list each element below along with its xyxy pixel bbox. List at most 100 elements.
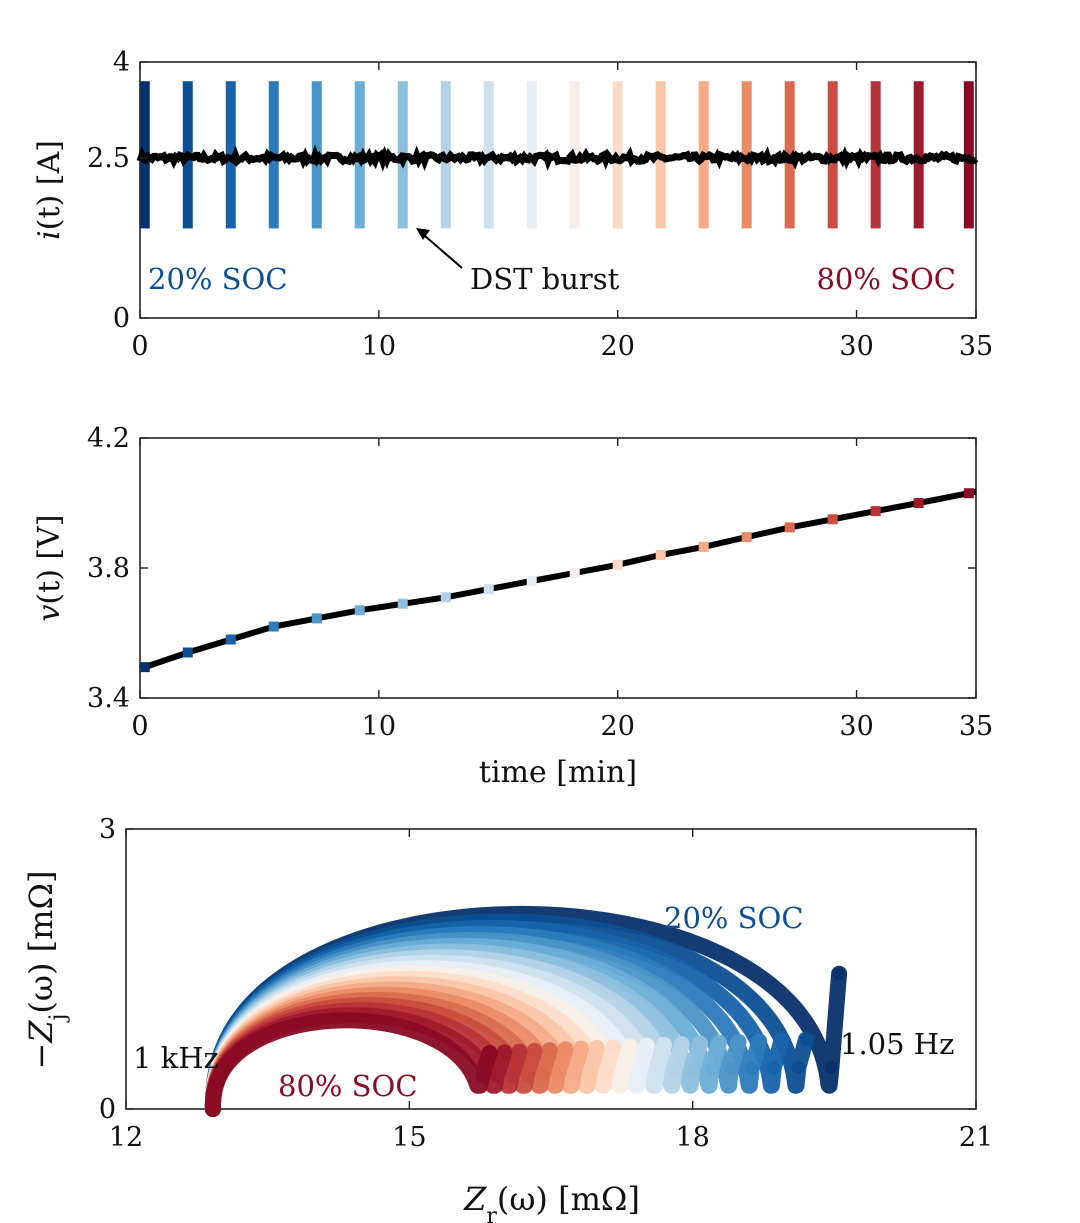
voltage-marker — [440, 592, 451, 603]
y-tick-label: 4.2 — [87, 423, 130, 454]
impedance-annotation-top: 20% SOC — [664, 901, 804, 935]
nyquist-tail-point — [583, 1066, 597, 1080]
voltage-marker — [268, 621, 279, 632]
nyquist-tail-point — [667, 1063, 681, 1077]
current-trace — [136, 144, 979, 172]
nyquist-tail-point — [767, 1061, 781, 1075]
impedance-ylabel: −Zj(ω) [mΩ] — [22, 871, 71, 1070]
x-tick-label: 21 — [959, 1122, 993, 1153]
x-tick-label: 35 — [959, 711, 993, 742]
impedance-panel: 12 15 18 21 0 3 20% SOC 80% SOC 1 kHz 1.05 Hz… — [22, 814, 993, 1223]
current-annotation-left: 20% SOC — [148, 262, 288, 296]
current-ylabel: i(t) [A] — [32, 140, 67, 240]
current-panel: 0 10 20 30 35 0 2.5 4 20% SOC 80% SOC DST burst… — [32, 47, 993, 362]
x-tick-label: 15 — [392, 1122, 426, 1153]
nyquist-tail-point — [632, 1064, 646, 1078]
x-tick-label: 30 — [839, 331, 873, 362]
y-tick-label: 4 — [113, 47, 130, 78]
nyquist-tail-point — [527, 1044, 541, 1058]
y-tick-label: 0 — [113, 303, 130, 334]
voltage-trace — [139, 488, 977, 672]
voltage-panel: 0 10 20 30 35 3.4 3.8 4.2 v(t) [V] time [min] — [32, 423, 993, 790]
x-tick-label: 0 — [131, 331, 148, 362]
y-tick-label: 3.4 — [87, 683, 130, 714]
nyquist-tail-point — [497, 1045, 511, 1059]
nyquist-tail-point — [752, 1034, 766, 1048]
nyquist-tail-point — [505, 1068, 519, 1082]
nyquist-tail-point — [574, 1042, 588, 1056]
nyquist-arc — [204, 1012, 498, 1117]
voltage-markers — [139, 488, 974, 673]
x-tick-label: 20 — [601, 331, 635, 362]
nyquist-tail-point — [774, 1033, 788, 1047]
nyquist-tail-point — [650, 1064, 664, 1078]
nyquist-tail-point — [558, 1042, 572, 1056]
x-tick-label: 12 — [109, 1122, 143, 1153]
nyquist-tail-point — [799, 1033, 813, 1047]
nyquist-curves — [204, 905, 848, 1117]
voltage-marker — [784, 522, 795, 533]
dst-burst-bar — [913, 81, 924, 229]
x-tick-label: 20 — [601, 711, 635, 742]
voltage-axes-box — [139, 437, 977, 699]
x-tick-label: 35 — [959, 331, 993, 362]
voltage-marker — [655, 550, 666, 560]
nyquist-tail-point — [686, 1063, 700, 1077]
nyquist-tail-point — [693, 1036, 707, 1050]
nyquist-tail-point — [567, 1066, 581, 1080]
impedance-annotation-hz: 1.05 Hz — [840, 1027, 954, 1061]
nyquist-tail-point — [615, 1065, 629, 1079]
voltage-marker — [139, 662, 150, 673]
nyquist-tail-point — [791, 1060, 805, 1074]
voltage-marker — [698, 541, 709, 552]
impedance-ticks: 12 15 18 21 0 3 — [99, 814, 993, 1153]
y-tick-label: 3.8 — [87, 553, 130, 584]
voltage-marker — [182, 647, 193, 658]
nyquist-tail-point — [712, 1036, 726, 1050]
nyquist-tail-point — [535, 1067, 549, 1081]
y-tick-label: 3 — [99, 814, 116, 845]
voltage-marker — [354, 605, 365, 616]
nyquist-tail-point — [657, 1038, 671, 1052]
nyquist-tail-point — [623, 1039, 637, 1053]
nyquist-tail-point — [724, 1062, 738, 1076]
dst-burst-arrow — [416, 228, 463, 269]
voltage-marker — [225, 634, 236, 645]
nyquist-tail-point — [606, 1040, 620, 1054]
impedance-annotation-bottom: 80% SOC — [278, 1069, 418, 1103]
voltage-marker — [526, 576, 537, 586]
voltage-marker — [741, 532, 752, 543]
nyquist-tail-point — [675, 1037, 689, 1051]
voltage-marker — [870, 506, 881, 517]
voltage-marker — [913, 498, 924, 508]
nyquist-tail-point — [490, 1069, 504, 1083]
voltage-ticks: 0 10 20 30 35 3.4 3.8 4.2 — [87, 423, 993, 742]
voltage-marker — [963, 488, 974, 499]
nyquist-tail-point — [832, 967, 846, 981]
y-tick-label: 0 — [99, 1094, 116, 1125]
voltage-marker — [311, 613, 322, 624]
nyquist-tail-point — [732, 1035, 746, 1049]
voltage-ylabel: v(t) [V] — [32, 514, 67, 621]
nyquist-tail-point — [551, 1067, 565, 1081]
nyquist-tail-point — [483, 1046, 497, 1060]
current-ticks: 0 10 20 30 35 0 2.5 4 — [87, 47, 993, 362]
current-annotation-right: 80% SOC — [816, 262, 956, 296]
nyquist-tail-point — [640, 1039, 654, 1053]
voltage-marker — [483, 584, 494, 595]
nyquist-tail-point — [512, 1045, 526, 1059]
nyquist-series — [204, 1012, 498, 1117]
x-tick-label: 10 — [362, 331, 396, 362]
impedance-axes-box — [125, 828, 977, 1110]
voltage-marker — [612, 559, 623, 570]
y-tick-label: 2.5 — [87, 143, 130, 174]
x-tick-label: 18 — [675, 1122, 709, 1153]
x-tick-label: 10 — [362, 711, 396, 742]
nyquist-tail-point — [475, 1069, 489, 1083]
nyquist-tail-point — [825, 1060, 838, 1074]
nyquist-tail-point — [520, 1068, 534, 1082]
dst-burst-label: DST burst — [470, 262, 620, 296]
x-tick-label: 0 — [131, 711, 148, 742]
nyquist-tail-point — [590, 1041, 604, 1055]
